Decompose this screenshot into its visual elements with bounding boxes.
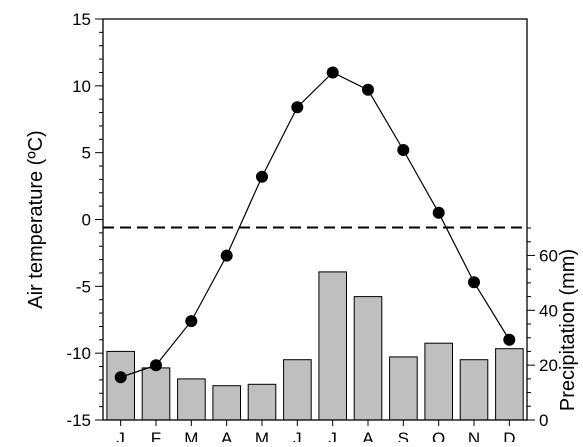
x-tick-label: M (184, 429, 198, 442)
x-tick-label: J (328, 429, 337, 442)
left-tick-label: 0 (82, 211, 91, 230)
temperature-point (468, 276, 480, 289)
left-tick-label: -15 (66, 411, 91, 430)
left-tick-label: 5 (82, 144, 91, 163)
left-tick-label: 10 (72, 77, 91, 96)
temperature-point (256, 170, 268, 183)
left-tick-label: 15 (72, 10, 91, 29)
temperature-point (362, 83, 374, 96)
x-tick-label: J (116, 429, 125, 442)
temperature-point (220, 249, 233, 262)
temperature-point (397, 144, 410, 156)
temperature-point (114, 371, 127, 384)
x-tick-label: A (221, 429, 233, 442)
right-tick-label: 40 (539, 301, 558, 320)
x-tick-label: N (468, 429, 480, 442)
temperature-point (185, 315, 198, 328)
precipitation-bar (318, 271, 347, 421)
x-tick-label: F (151, 429, 161, 442)
y-axis-left-label: Air temperature (ºC) (25, 130, 47, 308)
precipitation-bar (424, 342, 453, 421)
precipitation-bar (283, 359, 312, 421)
precipitation-bar (389, 356, 418, 421)
precipitation-bar (141, 367, 171, 421)
x-tick-label: M (255, 429, 269, 442)
temperature-series (114, 66, 516, 384)
temperature-point (326, 66, 339, 79)
right-tick-label: 20 (539, 356, 558, 375)
temperature-point (291, 101, 304, 114)
left-tick-label: -5 (76, 277, 91, 296)
x-tick-label: J (293, 429, 302, 442)
precipitation-bar (106, 350, 136, 421)
temperature-point (503, 333, 516, 346)
x-tick-label: O (432, 429, 445, 442)
precipitation-bar (247, 383, 277, 421)
precipitation-bar (495, 348, 524, 421)
temperature-point (150, 359, 162, 372)
precipitation-bar (212, 385, 241, 421)
x-tick-label: D (503, 429, 515, 442)
x-tick-label: S (398, 429, 409, 442)
temperature-line (120, 71, 510, 378)
precipitation-bar (353, 296, 383, 421)
precipitation-bars (106, 271, 524, 421)
precipitation-bar (459, 359, 489, 421)
precipitation-bar (177, 378, 206, 421)
right-tick-label: 60 (539, 246, 558, 265)
left-tick-label: -10 (66, 344, 91, 363)
x-tick-label: A (362, 429, 374, 442)
temperature-point (432, 206, 445, 219)
y-axis-right-label: Precipitation (mm) (557, 249, 579, 411)
right-tick-label: 0 (539, 411, 548, 430)
